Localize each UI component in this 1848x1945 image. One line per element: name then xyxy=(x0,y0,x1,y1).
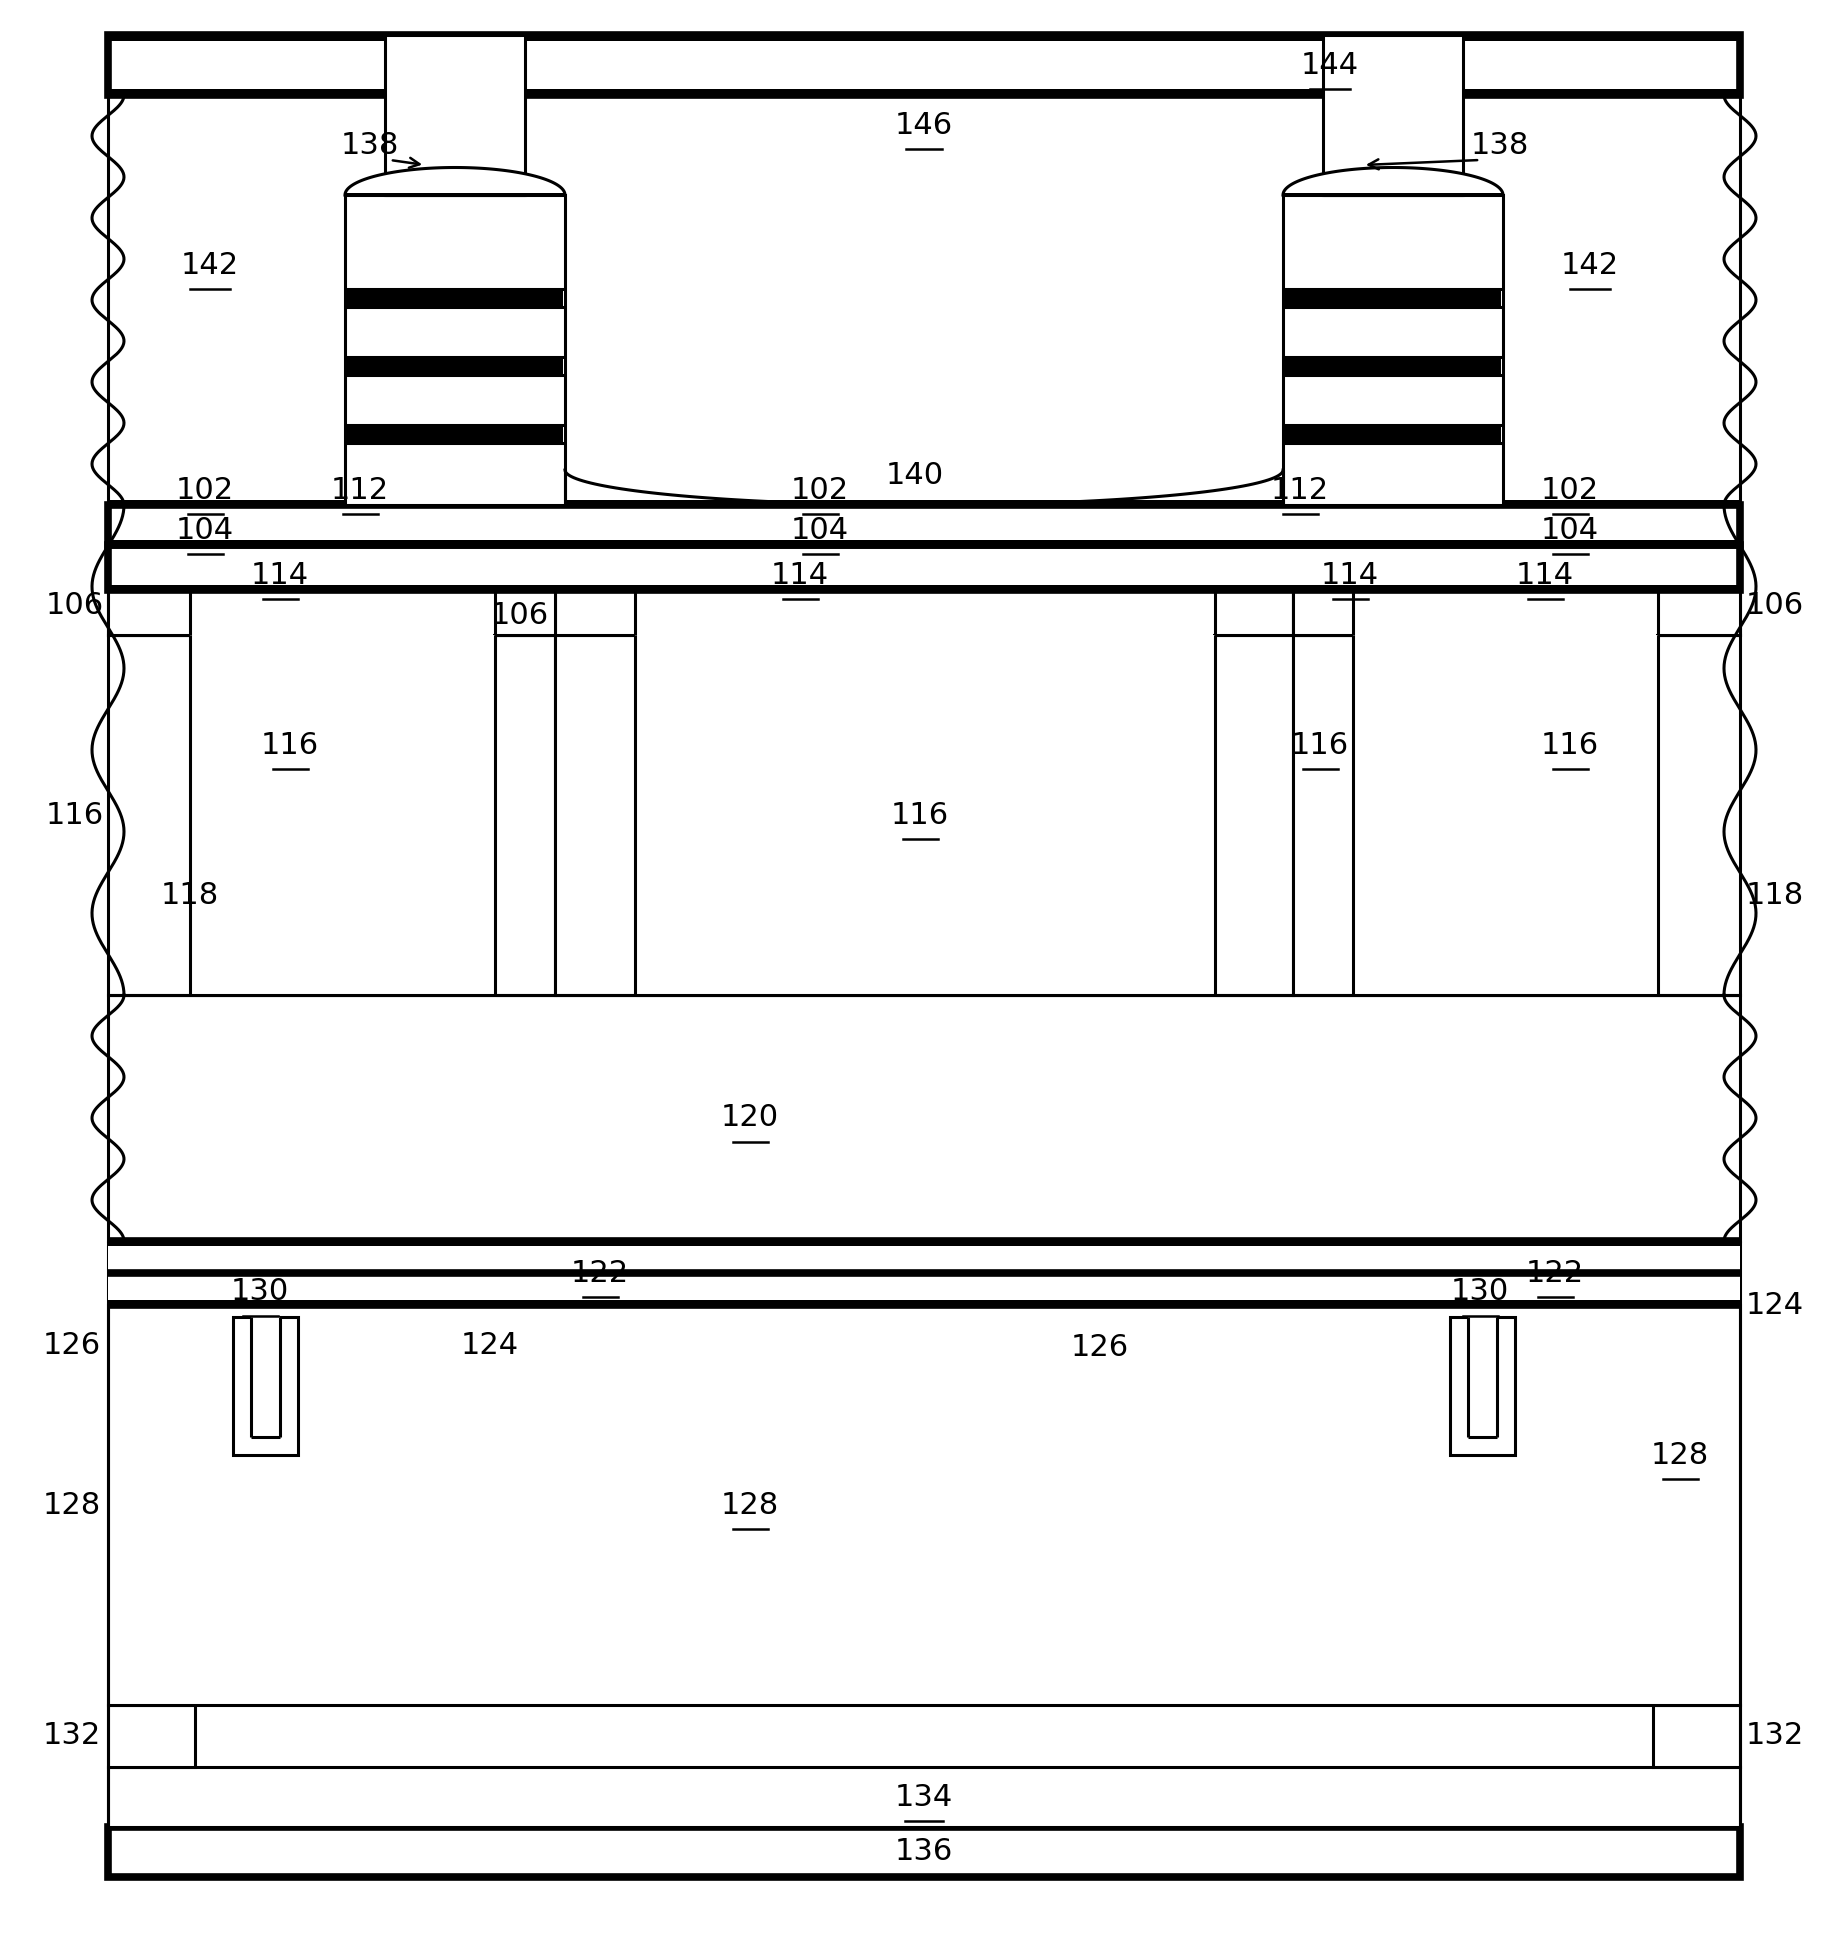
Text: 130: 130 xyxy=(231,1278,288,1307)
Bar xyxy=(107,1706,196,1766)
Bar xyxy=(107,545,1741,589)
Bar xyxy=(107,35,1741,95)
Text: 106: 106 xyxy=(1746,591,1804,620)
Text: 112: 112 xyxy=(1271,475,1329,504)
Bar xyxy=(347,288,564,307)
Bar xyxy=(107,996,1741,1241)
Text: 106: 106 xyxy=(492,601,549,630)
Bar xyxy=(1652,1706,1741,1766)
Polygon shape xyxy=(1283,167,1502,194)
Bar xyxy=(107,1826,1741,1877)
Text: 136: 136 xyxy=(894,1838,954,1867)
Text: 132: 132 xyxy=(1746,1721,1804,1750)
Bar xyxy=(1353,634,1658,996)
Bar xyxy=(107,585,1741,589)
Text: 144: 144 xyxy=(1301,51,1358,80)
Text: 114: 114 xyxy=(251,560,309,589)
Bar xyxy=(107,1305,1741,1706)
Text: 128: 128 xyxy=(1650,1441,1709,1470)
Text: 114: 114 xyxy=(1515,560,1574,589)
Bar xyxy=(384,35,525,194)
Text: 128: 128 xyxy=(721,1490,780,1519)
Bar xyxy=(107,1247,1741,1299)
Text: 118: 118 xyxy=(1746,881,1804,910)
Bar xyxy=(346,194,565,506)
Bar xyxy=(554,634,1294,996)
Bar xyxy=(347,426,564,443)
Bar xyxy=(347,356,564,375)
Bar xyxy=(554,589,1294,634)
Bar xyxy=(1294,576,1741,634)
Text: 116: 116 xyxy=(261,731,320,759)
Text: 146: 146 xyxy=(894,111,954,140)
Text: 142: 142 xyxy=(1562,251,1619,280)
Bar xyxy=(107,500,1741,506)
Bar xyxy=(192,589,493,634)
Bar xyxy=(1451,1317,1515,1455)
Text: 118: 118 xyxy=(161,881,220,910)
Text: 124: 124 xyxy=(1746,1290,1804,1319)
Text: 124: 124 xyxy=(460,1330,519,1360)
Text: 120: 120 xyxy=(721,1103,780,1132)
Text: 102: 102 xyxy=(791,475,848,504)
Text: 106: 106 xyxy=(46,591,103,620)
Bar xyxy=(233,1317,298,1455)
Bar xyxy=(1467,1317,1497,1437)
Text: 116: 116 xyxy=(46,801,103,829)
Text: 126: 126 xyxy=(1072,1332,1129,1361)
Bar xyxy=(1294,589,1741,634)
Bar xyxy=(1323,95,1464,194)
Polygon shape xyxy=(346,167,565,194)
Text: 102: 102 xyxy=(1541,475,1599,504)
Text: 126: 126 xyxy=(43,1330,102,1360)
Text: 130: 130 xyxy=(1451,1278,1510,1307)
Text: 102: 102 xyxy=(176,475,235,504)
Bar xyxy=(107,589,554,634)
Bar xyxy=(107,541,1741,545)
Bar xyxy=(1294,634,1741,996)
Text: 132: 132 xyxy=(43,1721,102,1750)
Bar xyxy=(1323,35,1464,194)
Text: 134: 134 xyxy=(894,1782,954,1811)
Bar xyxy=(107,541,1741,545)
Text: 104: 104 xyxy=(176,515,235,545)
Text: 114: 114 xyxy=(1321,560,1379,589)
Text: 138: 138 xyxy=(340,130,399,159)
Text: 138: 138 xyxy=(1471,130,1528,159)
Bar xyxy=(107,95,1741,506)
Text: 104: 104 xyxy=(791,515,848,545)
Bar xyxy=(1284,356,1501,375)
Bar xyxy=(107,35,1741,41)
Text: 142: 142 xyxy=(181,251,238,280)
Text: 112: 112 xyxy=(331,475,390,504)
Text: 122: 122 xyxy=(1526,1258,1584,1288)
Bar xyxy=(107,634,554,996)
Bar xyxy=(1284,426,1501,443)
Bar xyxy=(107,89,1741,95)
Bar xyxy=(107,1241,1741,1305)
Text: 116: 116 xyxy=(1292,731,1349,759)
Text: 116: 116 xyxy=(1541,731,1599,759)
Bar xyxy=(1284,288,1501,307)
Bar xyxy=(107,576,554,634)
Text: 128: 128 xyxy=(43,1490,102,1519)
Text: 122: 122 xyxy=(571,1258,628,1288)
Bar xyxy=(638,589,1212,634)
Bar xyxy=(1283,194,1502,506)
Bar xyxy=(107,506,1741,545)
Text: 104: 104 xyxy=(1541,515,1599,545)
Bar xyxy=(636,634,1214,996)
Text: 116: 116 xyxy=(891,801,950,829)
Bar xyxy=(190,634,495,996)
Bar xyxy=(107,1766,1741,1826)
Bar xyxy=(251,1317,281,1437)
Bar xyxy=(384,95,525,194)
Text: 140: 140 xyxy=(885,461,944,490)
Bar xyxy=(1355,589,1656,634)
Text: 114: 114 xyxy=(771,560,830,589)
